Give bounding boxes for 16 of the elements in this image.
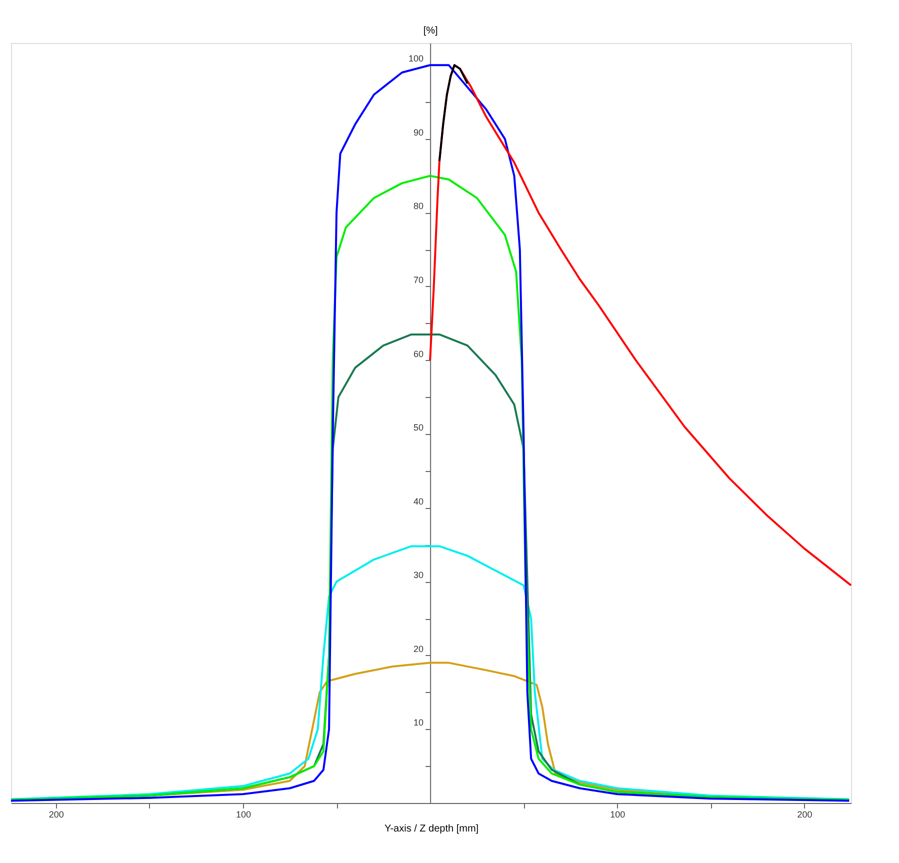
y-tick-label: 100: [408, 54, 424, 64]
y-tick-label: 50: [414, 422, 424, 433]
x-tick-label: 200: [797, 810, 812, 820]
y-tick-label: 30: [414, 570, 424, 580]
x-axis-title: Y-axis / Z depth [mm]: [384, 824, 479, 834]
y-tick-label: 60: [414, 348, 424, 359]
y-tick-label: 20: [414, 644, 424, 654]
y-tick-label: 90: [414, 127, 424, 138]
y-tick-label: 80: [414, 201, 424, 212]
x-tick-label: 100: [236, 810, 251, 820]
x-tick-label: 200: [48, 810, 64, 820]
x-tick-label: 100: [610, 810, 626, 820]
y-tick-label: 70: [414, 274, 424, 285]
y-tick-label: 40: [414, 496, 424, 506]
y-axis-title: [%]: [423, 26, 438, 36]
y-tick-label: 10: [414, 718, 424, 728]
